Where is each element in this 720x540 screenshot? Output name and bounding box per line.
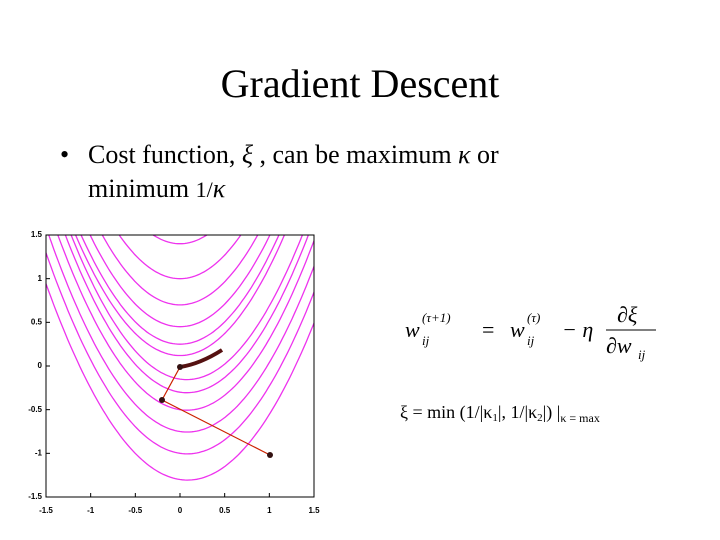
eq-part: − η — [562, 317, 593, 342]
contour — [46, 281, 314, 481]
x-tick-label: 1.5 — [308, 506, 320, 515]
y-tick-label: -1 — [35, 448, 43, 457]
contour — [48, 235, 314, 433]
eq-part: (τ) — [527, 310, 540, 325]
y-tick-label: 1.5 — [31, 230, 43, 239]
text: |) | — [543, 402, 561, 423]
text: , can be maximum — [253, 140, 458, 169]
contour — [80, 235, 280, 345]
eq-part: (τ+1) — [422, 310, 451, 325]
text: or — [471, 140, 500, 169]
x-tick-label: 0 — [178, 506, 183, 515]
slide-title: Gradient Descent — [221, 61, 500, 106]
contour — [152, 235, 208, 245]
contour — [46, 250, 314, 455]
x-tick-label: 1 — [267, 506, 272, 515]
text: ξ = min (1/|κ — [400, 402, 492, 423]
y-tick-label: -1.5 — [28, 492, 42, 501]
y-tick-label: 0 — [38, 361, 43, 370]
equation: w ij (τ+1) = w ij (τ) − η ∂ξ ∂w ij — [405, 302, 656, 362]
axes: -1.5 -1 -0.5 0 0.5 1 1.5 1.5 1 0.5 0 -0.5 -1 -1.5 — [28, 230, 320, 515]
path-point — [267, 452, 273, 458]
path-point — [177, 364, 183, 370]
contour-plot — [46, 235, 314, 481]
contour — [101, 235, 259, 306]
descent-path — [159, 348, 273, 458]
path-cluster — [179, 348, 224, 369]
bullet-marker: • — [60, 140, 69, 169]
y-tick-label: 1 — [38, 274, 43, 283]
symbol: ξ — [242, 140, 254, 169]
text: 1/ — [196, 177, 214, 202]
x-tick-label: -1 — [87, 506, 95, 515]
y-tick-label: 0.5 — [31, 317, 43, 326]
bullet-line: minimum 1/κ — [88, 174, 226, 203]
text: 1 — [492, 412, 498, 424]
eq-part: w — [510, 317, 525, 342]
contour — [74, 235, 286, 357]
text: minimum — [88, 174, 196, 203]
formula: ξ = min (1/|κ1|, 1/|κ2|) |κ = max — [400, 402, 600, 425]
symbol: κ — [458, 140, 471, 169]
text: |, 1/|κ — [498, 402, 537, 422]
text: Cost function, — [88, 140, 242, 169]
x-tick-label: 0.5 — [219, 506, 231, 515]
path-point — [159, 397, 165, 403]
y-tick-label: -0.5 — [28, 405, 42, 414]
text: 2 — [537, 412, 543, 424]
x-tick-label: -0.5 — [128, 506, 142, 515]
eq-part: ij — [638, 347, 646, 362]
bullet-line: Cost function, ξ , can be maximum κ or — [88, 140, 499, 169]
contour — [64, 235, 310, 394]
text: κ = max — [560, 411, 599, 425]
eq-part: ∂ξ — [617, 302, 638, 327]
eq-part: ij — [422, 333, 430, 348]
eq-part: ∂w — [606, 333, 632, 358]
contour — [118, 235, 242, 280]
contour — [89, 235, 271, 328]
contour — [70, 235, 304, 381]
eq-part: ij — [527, 333, 535, 348]
symbol: κ — [213, 174, 226, 203]
eq-part: w — [405, 317, 420, 342]
x-tick-label: -1.5 — [39, 506, 53, 515]
eq-part: = — [482, 317, 494, 342]
contour — [57, 235, 314, 411]
